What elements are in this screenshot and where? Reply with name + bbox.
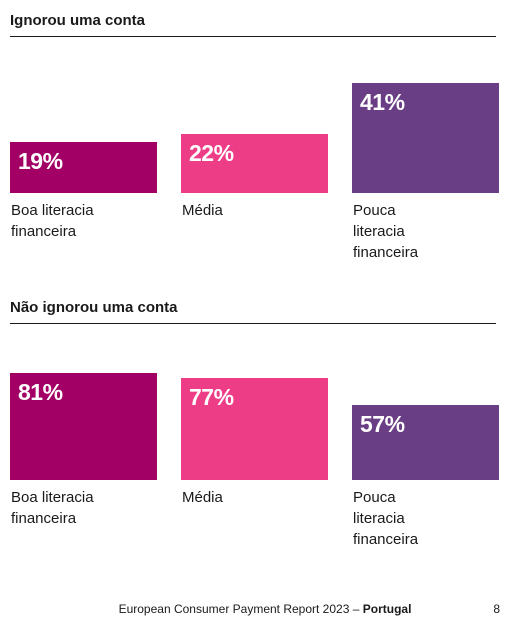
footer-report-title: European Consumer Payment Report 2023 – xyxy=(118,602,363,616)
category-label-line: Boa literacia xyxy=(11,489,94,506)
bar-1-1: 19% xyxy=(10,142,157,193)
category-label: Pouca literacia financeira xyxy=(353,200,503,263)
category-label-line: literacia xyxy=(353,223,405,240)
category-label-line: financeira xyxy=(353,244,419,261)
bar-2-1: 81% xyxy=(10,373,157,480)
category-label-line: financeira xyxy=(11,223,77,240)
category-label-line: Média xyxy=(182,489,223,506)
bar-value-label: 81% xyxy=(18,379,63,405)
bar-value-label: 41% xyxy=(360,89,405,115)
bar-2-3: 57% xyxy=(352,405,499,480)
chart-1-divider xyxy=(10,36,496,37)
footer: European Consumer Payment Report 2023 – … xyxy=(0,602,530,616)
category-label: Boa literacia financeira xyxy=(11,200,161,242)
bar-value-label: 57% xyxy=(360,411,405,437)
bar-2-2: 77% xyxy=(181,378,328,480)
chart-1-title: Ignorou uma conta xyxy=(10,12,145,29)
bar-value-label: 77% xyxy=(189,384,234,410)
category-label: Média xyxy=(182,487,332,508)
bar-value-label: 19% xyxy=(18,148,63,174)
category-label-line: Pouca xyxy=(353,202,396,219)
page-number: 8 xyxy=(493,602,500,616)
category-label-line: financeira xyxy=(11,510,77,527)
bar-1-2: 22% xyxy=(181,134,328,193)
category-label: Boa literacia financeira xyxy=(11,487,161,529)
bar-value-label: 22% xyxy=(189,140,234,166)
bar-1-3: 41% xyxy=(352,83,499,193)
category-label-line: Média xyxy=(182,202,223,219)
category-label-line: Pouca xyxy=(353,489,396,506)
category-label: Média xyxy=(182,200,332,221)
chart-2-divider xyxy=(10,323,496,324)
category-label-line: financeira xyxy=(353,531,419,548)
chart-2-title: Não ignorou uma conta xyxy=(10,299,178,316)
footer-country: Portugal xyxy=(362,602,412,616)
category-label-line: Boa literacia xyxy=(11,202,94,219)
category-label: Pouca literacia financeira xyxy=(353,487,503,550)
category-label-line: literacia xyxy=(353,510,405,527)
